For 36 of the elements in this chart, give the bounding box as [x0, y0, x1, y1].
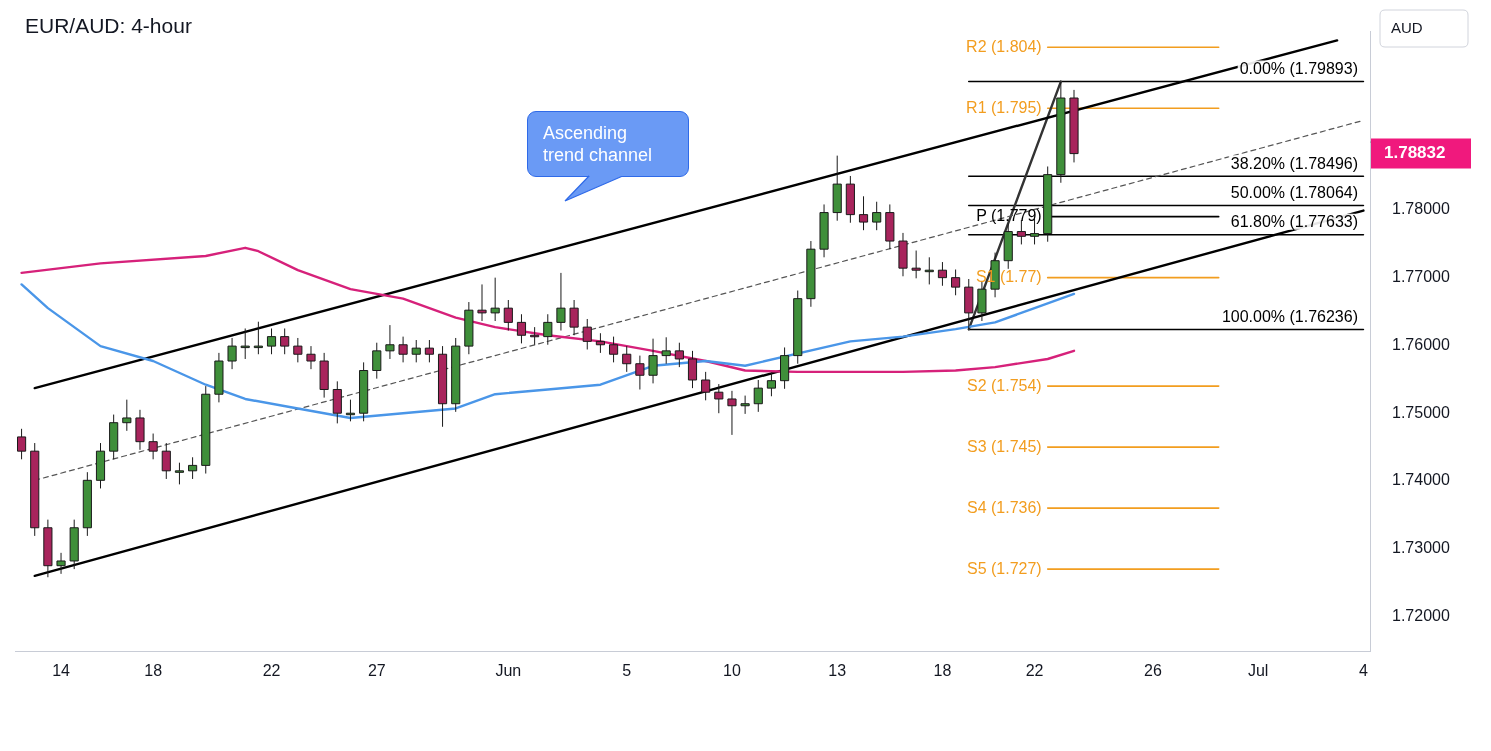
- text: 1.78832: [1384, 143, 1446, 163]
- x-tick-label: 4: [1358, 661, 1368, 679]
- y-tick-label: 1.76000: [1392, 335, 1450, 353]
- x-tick-label: 5: [622, 661, 632, 679]
- series-label: 0.00% (1.79893): [1239, 59, 1358, 77]
- x-tick-label: 18: [933, 661, 952, 679]
- x-tick-label: 26: [1144, 661, 1162, 679]
- x-tick-label: 14: [52, 661, 71, 679]
- y-tick-label: 1.77000: [1392, 268, 1450, 286]
- y-tick-label: 1.74000: [1392, 471, 1450, 489]
- candlestick: [648, 338, 658, 384]
- x-tick-label: 22: [1025, 661, 1044, 679]
- x-tick-label: 10: [723, 661, 741, 679]
- y-tick-label: 1.73000: [1392, 539, 1450, 557]
- series-label: R2 (1.804): [966, 37, 1042, 55]
- x-tick-label: 18: [144, 661, 163, 679]
- chart-title: EUR/AUD: 4-hour: [25, 13, 192, 37]
- x-tick-label: Jun: [495, 661, 522, 679]
- y-tick-label: 1.78000: [1392, 200, 1450, 218]
- series-label: S2 (1.754): [966, 376, 1042, 394]
- x-tick-label: Jul: [1247, 661, 1269, 679]
- y-tick-label: 1.72000: [1392, 606, 1450, 624]
- x-tick-label: 13: [828, 661, 847, 679]
- text: AUD: [1391, 19, 1423, 37]
- y-tick-label: 1.75000: [1392, 403, 1450, 421]
- series-label: S3 (1.745): [966, 437, 1042, 455]
- annotation: Ascending trend channel: [543, 123, 653, 165]
- series-label: 61.80% (1.77633): [1230, 213, 1358, 231]
- series-label: R1 (1.795): [966, 98, 1042, 116]
- x-tick-label: 27: [367, 661, 386, 679]
- series-label: S5 (1.727): [966, 559, 1042, 577]
- series-label: S4 (1.736): [966, 498, 1042, 516]
- series-label: 50.00% (1.78064): [1230, 183, 1358, 201]
- series-label: 38.20% (1.78496): [1230, 154, 1358, 172]
- series-label: 100.00% (1.76236): [1221, 307, 1358, 325]
- x-tick-label: 22: [262, 661, 281, 679]
